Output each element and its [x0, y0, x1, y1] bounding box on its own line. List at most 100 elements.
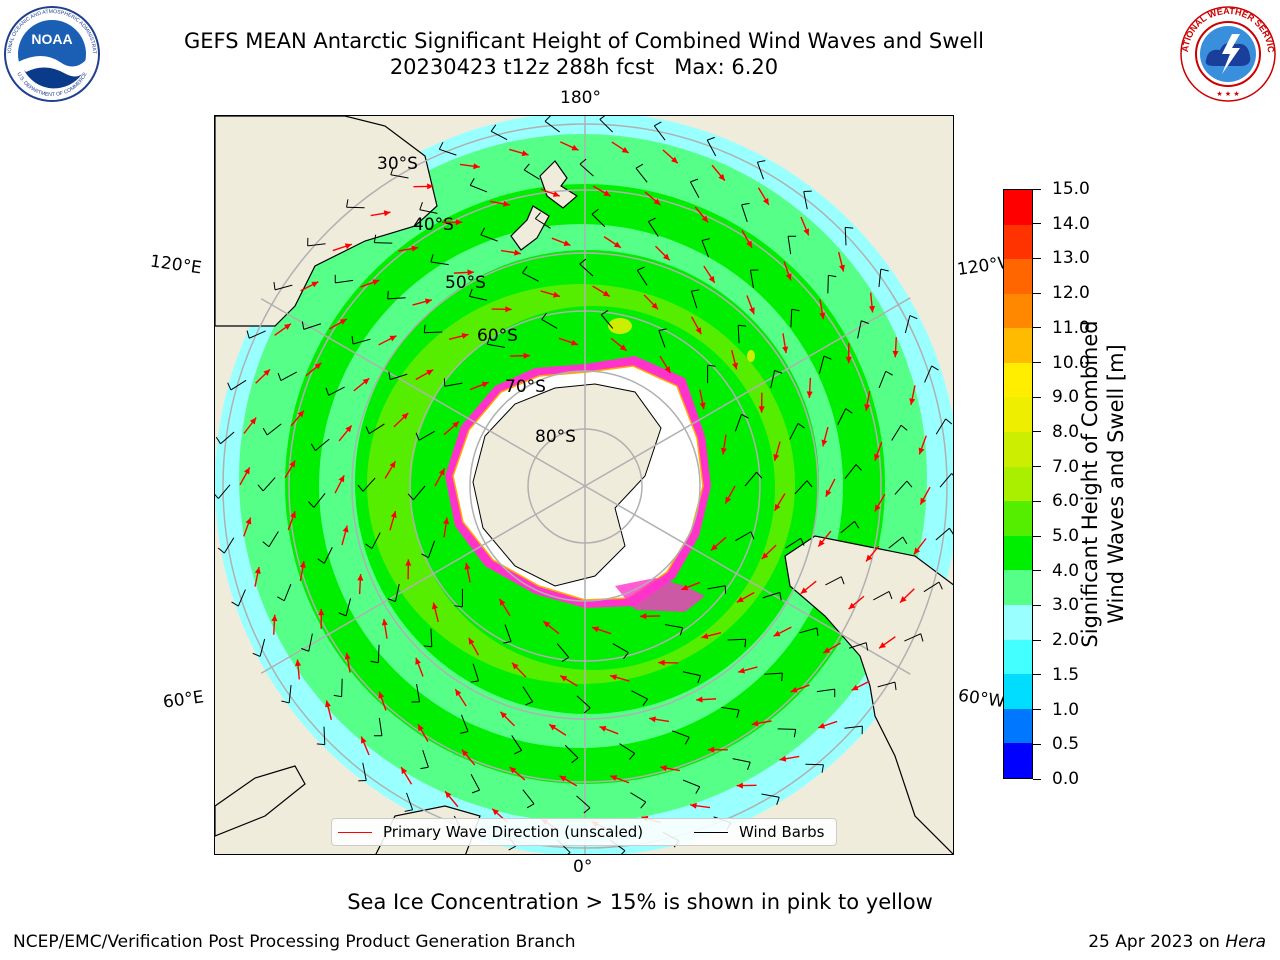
wind-barb-staff: [785, 537, 802, 549]
wind-barb-staff: [805, 763, 824, 766]
wind-barb-staff: [612, 643, 629, 654]
wind-barb-staff: [268, 531, 279, 548]
colorbar-tick-label: 2.0: [1052, 630, 1080, 651]
wind-barb-flag: [621, 850, 626, 854]
legend-swatch-wind-barbs: [694, 831, 728, 833]
wind-barb-flag: [469, 178, 475, 186]
wind-barb-staff: [939, 473, 953, 488]
wave-arrow-head: [651, 302, 659, 310]
wave-arrow-head: [521, 150, 529, 157]
wind-barb-flag: [423, 645, 432, 648]
wave-arrow-head: [720, 447, 727, 455]
wave-arrow-head: [640, 613, 647, 620]
wind-barb-flag: [351, 336, 354, 345]
wave-arrow-head: [381, 618, 388, 626]
wind-barb-flag: [695, 786, 701, 794]
wind-barb-flag: [906, 480, 913, 488]
new-zealand-north: [510, 205, 550, 251]
wave-arrow-head: [390, 511, 397, 519]
wave-arrow-head: [339, 319, 347, 325]
wave-arrow-head: [325, 700, 331, 708]
colorbar-segment: [1004, 570, 1032, 606]
wind-barb-staff: [682, 779, 700, 788]
wave-arrow-head: [610, 674, 618, 681]
wind-barb-staff: [328, 386, 345, 396]
wind-barb-flag: [949, 527, 953, 535]
wind-barb-flag: [534, 212, 541, 219]
colorbar-segment: [1004, 189, 1032, 225]
wind-barb-flag: [262, 427, 268, 436]
colorbar-tick: [1033, 327, 1041, 329]
wind-barb-flag: [854, 521, 860, 529]
colorbar-tick-label: 8.0: [1052, 421, 1080, 442]
wave-arrow-head: [653, 198, 661, 206]
wind-barb-flag: [741, 413, 749, 419]
legend-swatch-wave-direction: [338, 831, 372, 833]
wind-barb-staff: [223, 537, 235, 554]
wind-barb-staff: [878, 269, 882, 288]
wind-barb-staff: [672, 730, 690, 738]
wave-arrow-head: [839, 264, 845, 272]
wave-arrow-head: [254, 567, 261, 574]
australia-land: [215, 116, 438, 327]
wave-arrow-head: [848, 602, 856, 610]
wave-arrow-head: [559, 775, 567, 782]
wave-arrow-head: [823, 647, 831, 653]
wind-barb-staff: [307, 243, 326, 247]
wave-arrow-head: [710, 544, 718, 551]
colorbar: [1003, 189, 1033, 779]
wind-barb-flag: [526, 803, 535, 809]
colorbar-tick-label: 7.0: [1052, 456, 1080, 477]
wind-barb-flag: [508, 845, 516, 851]
wind-barb-staff: [220, 431, 235, 445]
wind-barb-flag: [701, 238, 710, 241]
wind-barb-flag: [684, 736, 690, 745]
lat-label-60s: 60°S: [477, 326, 518, 346]
wave-arrow-head: [696, 696, 703, 703]
wind-barb-staff: [315, 438, 330, 452]
wind-barb-flag: [781, 673, 783, 682]
wave-arrow-head: [289, 460, 296, 468]
wind-barb-flag: [373, 234, 377, 243]
wind-barb-staff: [857, 320, 862, 339]
wind-barb-flag: [390, 167, 394, 175]
wind-barb-flag: [828, 274, 837, 278]
wave-arrow-head: [699, 402, 706, 410]
wave-arrow-head: [899, 596, 907, 603]
wave-arrow-head: [782, 346, 789, 354]
wind-barb-flag: [404, 809, 413, 812]
wind-barb-flag: [600, 309, 609, 316]
wave-arrow-head: [892, 350, 899, 358]
colorbar-segment: [1004, 259, 1032, 294]
wave-arrow-head: [481, 381, 489, 388]
wind-barb-staff: [873, 590, 890, 601]
wind-barb-flag: [561, 656, 570, 663]
lat-label-80s: 80°S: [535, 427, 576, 447]
wind-barb-staff: [469, 295, 488, 301]
wind-barb-flag: [690, 178, 699, 183]
new-zealand-south: [539, 160, 579, 209]
wind-barb-staff: [460, 714, 469, 732]
wave-arrow-head: [800, 587, 808, 594]
wave-arrow-head: [610, 775, 618, 781]
wind-barb-flag: [567, 852, 571, 854]
wave-arrow-head: [563, 240, 571, 246]
wind-barb-staff: [249, 330, 266, 339]
wave-arrow-head: [874, 504, 881, 512]
wind-barb-staff: [424, 331, 443, 334]
colorbar-tick-label: 0.5: [1052, 734, 1080, 755]
wave-arrow-head: [299, 561, 306, 568]
colorbar-segment: [1004, 466, 1032, 502]
wave-arrow-head: [445, 791, 452, 799]
wind-barb-flag: [840, 576, 845, 585]
wind-barb-staff: [487, 343, 506, 348]
wind-barb-flag: [468, 288, 473, 297]
wind-barb-flag: [215, 494, 219, 499]
wind-barb-staff: [362, 477, 376, 492]
wave-arrow-head: [552, 291, 560, 298]
wind-barb-flag: [793, 729, 797, 738]
wind-barb-staff: [761, 793, 780, 798]
colorbar-tick: [1033, 223, 1041, 225]
wave-arrow-head: [751, 720, 759, 727]
wind-barb-staff: [794, 480, 808, 495]
